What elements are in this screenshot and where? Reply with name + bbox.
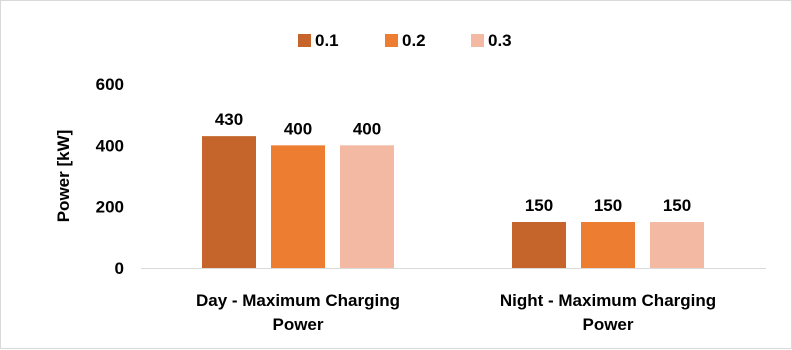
y-axis-label: Power [kW] (54, 130, 73, 223)
bar-0.3-1 (650, 222, 704, 268)
data-labels: 430 400 400 150 150 150 (215, 110, 691, 215)
y-tick-label: 200 (96, 198, 124, 217)
data-label: 150 (525, 196, 553, 215)
y-tick-label: 400 (96, 136, 124, 155)
x-tick-label: Power (272, 315, 323, 334)
data-label: 400 (284, 119, 312, 138)
bar-0.1-0 (202, 136, 256, 268)
x-axis: Day - Maximum Charging Power Night - Maxim… (141, 268, 766, 334)
data-label: 400 (353, 119, 381, 138)
x-tick-label: Power (582, 315, 633, 334)
data-label: 430 (215, 110, 243, 129)
x-tick-label: Day - Maximum Charging (196, 291, 400, 310)
y-tick-label: 0 (115, 259, 124, 278)
legend-swatch (471, 34, 484, 47)
data-label: 150 (663, 196, 691, 215)
bar-0.3-0 (340, 145, 394, 268)
x-tick-label: Night - Maximum Charging (500, 291, 716, 310)
legend-label: 0.3 (488, 31, 512, 50)
y-tick-label: 600 (96, 75, 124, 94)
bar-0.2-0 (271, 145, 325, 268)
data-label: 150 (594, 196, 622, 215)
legend-label: 0.2 (402, 31, 426, 50)
legend: 0.1 0.2 0.3 (298, 31, 512, 50)
legend-swatch (385, 34, 398, 47)
legend-swatch (298, 34, 311, 47)
bars (202, 136, 704, 268)
bar-0.1-1 (512, 222, 566, 268)
bar-0.2-1 (581, 222, 635, 268)
legend-label: 0.1 (315, 31, 339, 50)
y-axis: 0 200 400 600 (96, 75, 124, 278)
